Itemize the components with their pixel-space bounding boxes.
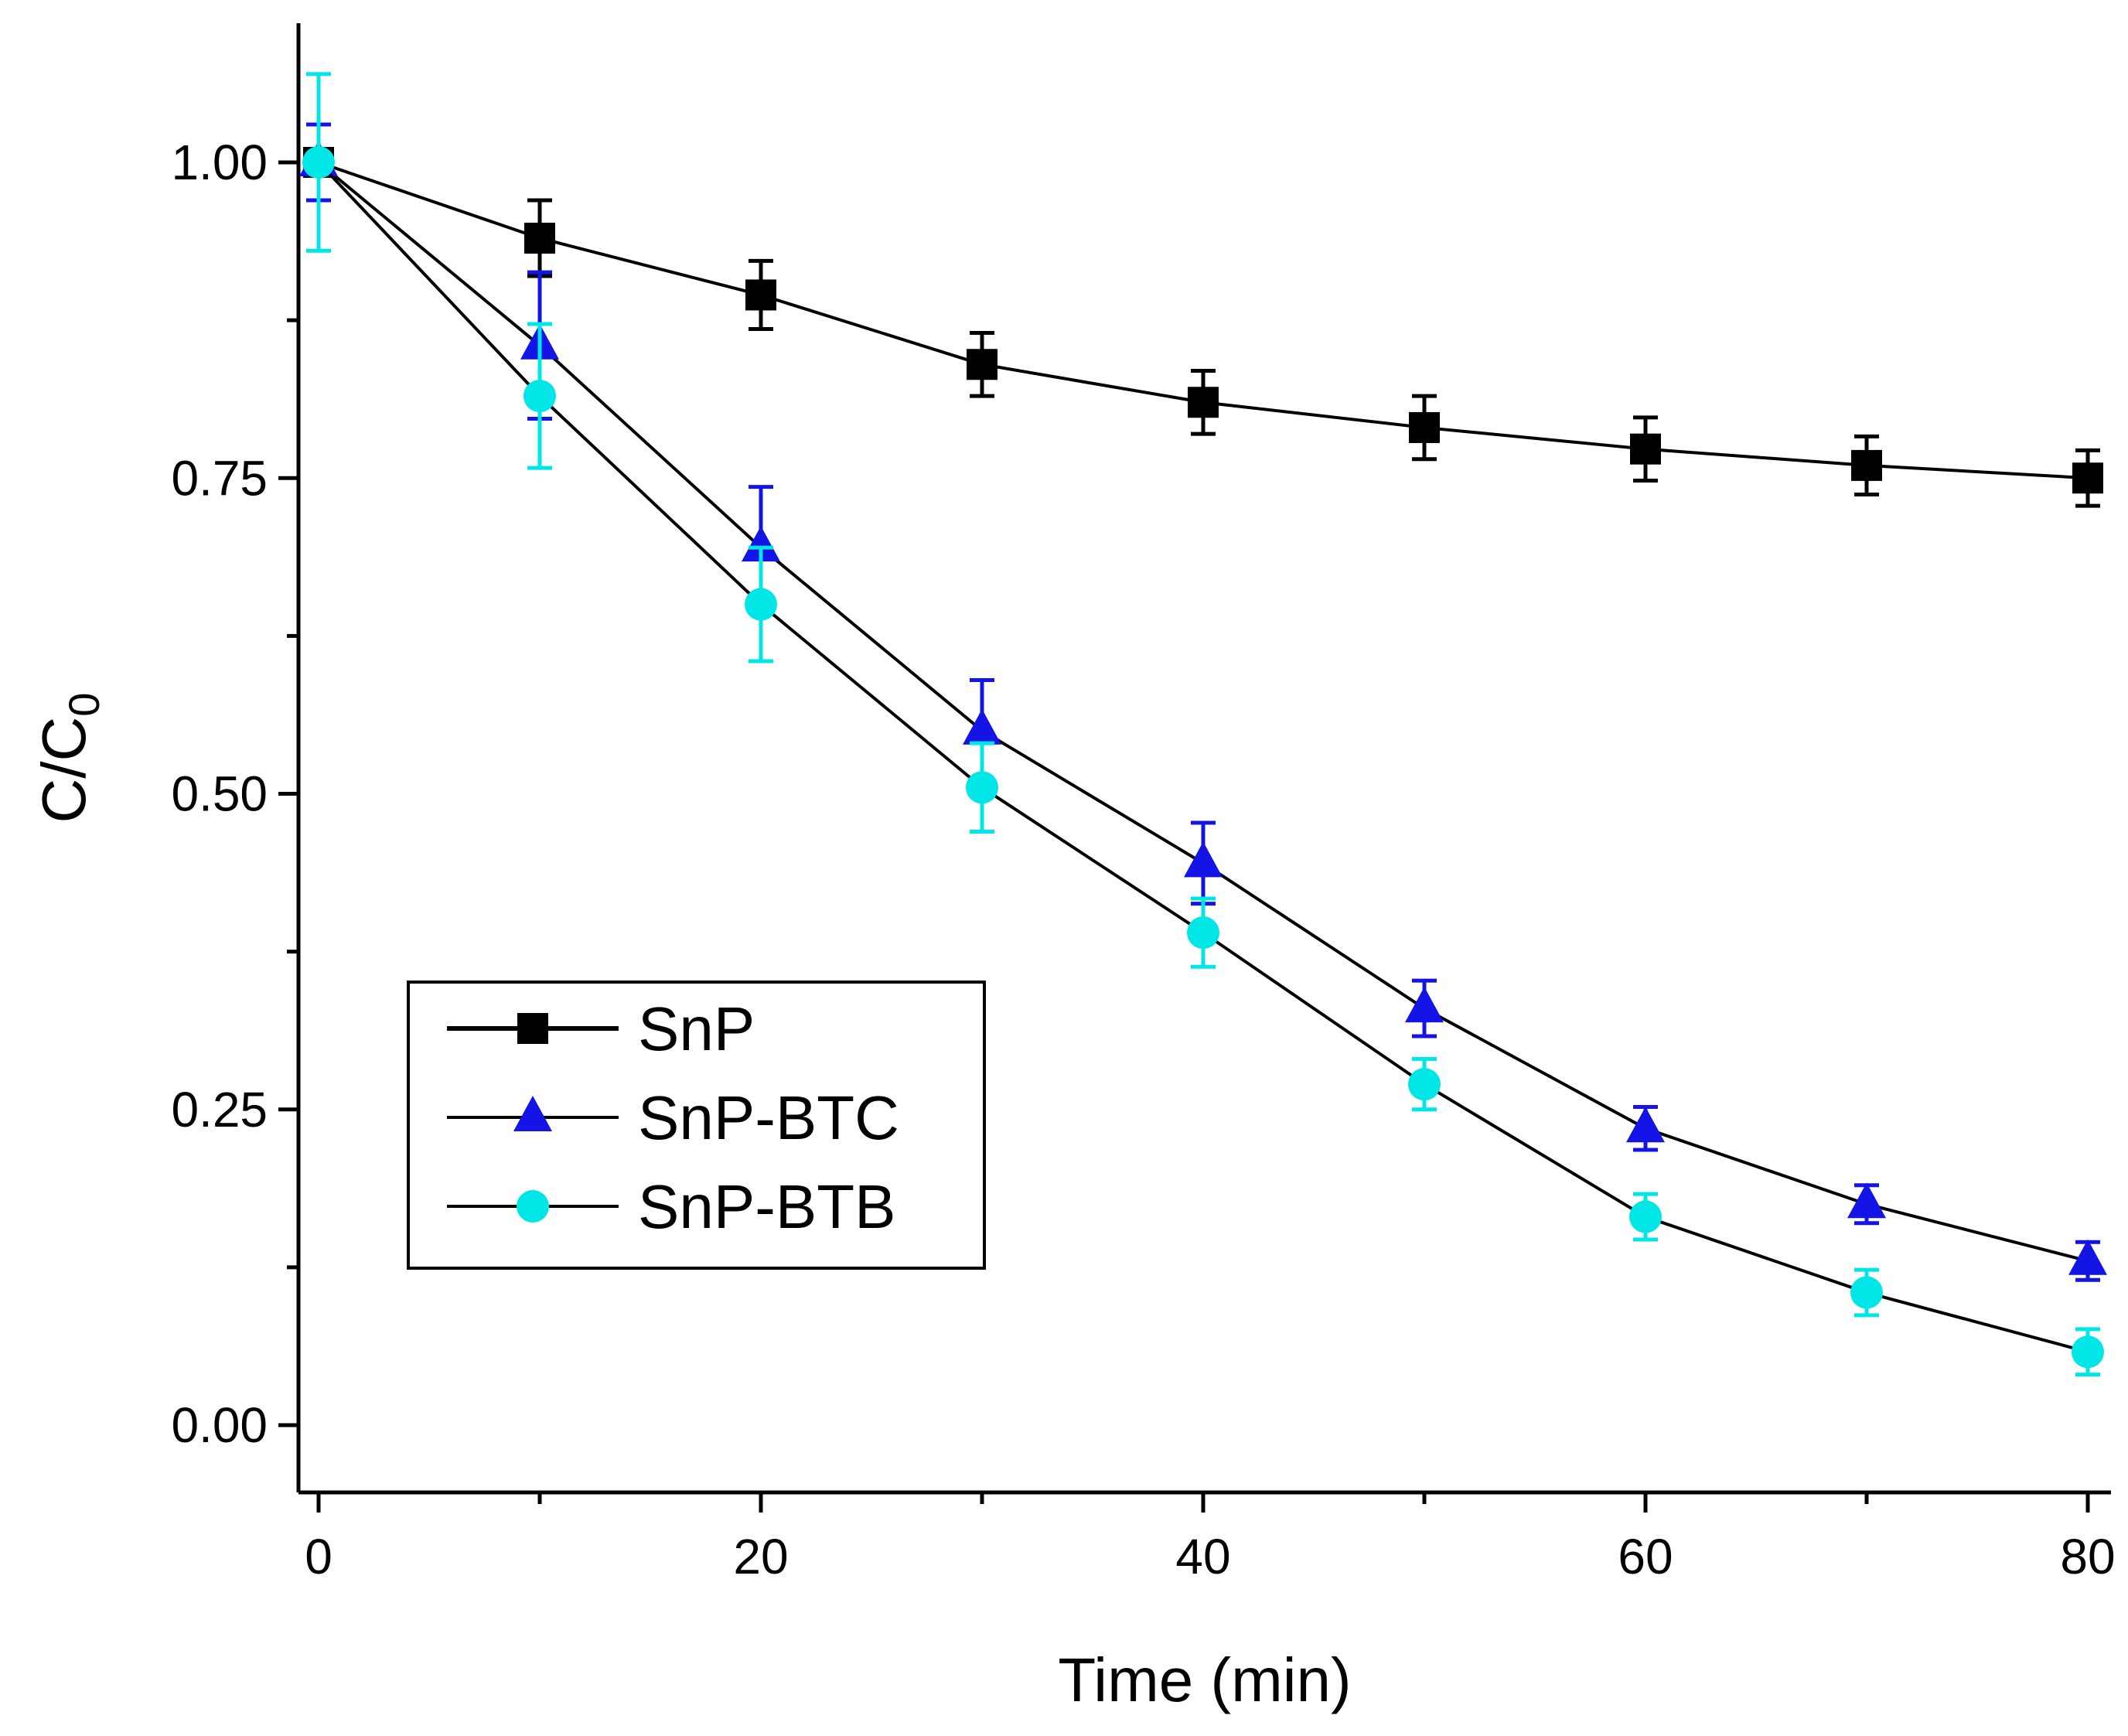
data-point [963,708,1001,745]
data-point [2072,462,2103,494]
y-tick-label: 0.25 [171,1082,268,1137]
legend-marker-snp [517,1013,548,1044]
series-snp [303,122,2103,508]
plot-series [299,72,2107,1377]
data-point [742,526,780,562]
data-point [2072,1335,2104,1369]
legend: SnP SnP-BTC SnP-BTB [407,981,986,1270]
y-tick-label: 0.75 [171,450,268,506]
data-point [524,222,555,254]
x-tick-label: 20 [733,1529,788,1584]
data-point [1629,1200,1662,1233]
data-point [967,349,998,380]
axes: 0 20 40 60 80 0.00 0.25 0.50 0.75 1.00 [171,23,2116,1584]
y-axis-title: C/C0 [29,693,108,824]
data-point [745,279,776,311]
data-point [1187,916,1219,950]
data-point [1851,449,1882,481]
data-point [2068,1239,2107,1275]
data-point [523,380,556,413]
data-point [1408,1068,1441,1101]
x-axis-title: Time (min) [1058,1646,1351,1714]
data-point [1850,1276,1883,1309]
data-point [966,771,998,804]
series-snp-btb [302,72,2104,1377]
x-tick-label: 0 [305,1529,332,1584]
x-tick-label: 60 [1618,1529,1673,1584]
data-point [1626,1107,1665,1143]
x-tick-label: 80 [2060,1529,2115,1584]
y-tick-label: 1.00 [171,135,268,190]
legend-label-snp-btb: SnP-BTB [638,1172,895,1241]
legend-label-snp-btc: SnP-BTC [638,1083,899,1152]
data-point [1188,387,1219,418]
y-tick-label: 0.00 [171,1397,268,1453]
data-point [1630,433,1661,465]
data-point [1184,841,1223,878]
data-point [1847,1182,1886,1219]
legend-marker-snp-btb [517,1190,549,1223]
data-point [302,146,335,179]
x-tick-label: 40 [1175,1529,1230,1584]
legend-marker-snp-btc [513,1096,552,1131]
data-point [1409,411,1440,443]
y-tick-label: 0.50 [171,766,268,822]
data-point [1405,987,1444,1023]
data-point [745,588,777,621]
legend-label-snp: SnP [638,994,755,1063]
